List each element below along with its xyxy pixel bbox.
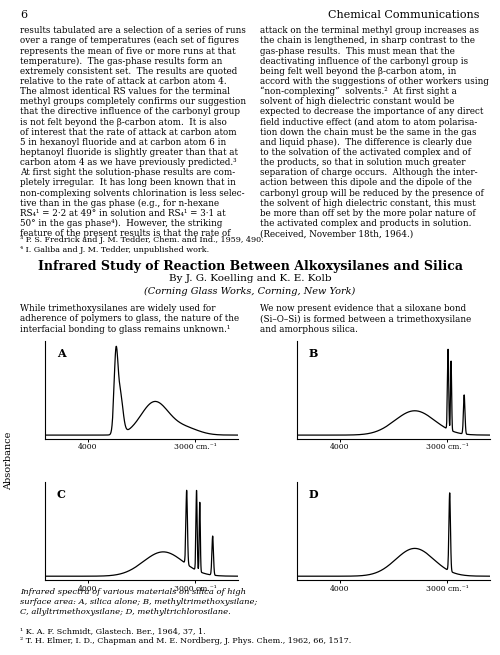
Text: relative to the rate of attack at carbon atom 4.: relative to the rate of attack at carbon… — [20, 77, 227, 86]
Text: carbonyl group will be reduced by the presence of: carbonyl group will be reduced by the pr… — [260, 189, 484, 198]
Text: Chemical Communications: Chemical Communications — [328, 10, 480, 20]
Text: non-complexing solvents chlorination is less selec-: non-complexing solvents chlorination is … — [20, 189, 244, 198]
Text: that the directive influence of the carbonyl group: that the directive influence of the carb… — [20, 107, 240, 117]
Text: temperature).  The gas-phase results form an: temperature). The gas-phase results form… — [20, 57, 222, 66]
Text: Absorbance: Absorbance — [4, 431, 13, 490]
Text: ³ P. S. Fredrick and J. M. Tedder, Chem. and Ind., 1959, 490.: ³ P. S. Fredrick and J. M. Tedder, Chem.… — [20, 236, 264, 244]
Text: action between this dipole and the dipole of the: action between this dipole and the dipol… — [260, 178, 472, 187]
Text: over a range of temperatures (each set of figures: over a range of temperatures (each set o… — [20, 36, 239, 45]
Text: solvent of high dielectric constant would be: solvent of high dielectric constant woul… — [260, 98, 454, 106]
Text: being felt well beyond the β-carbon atom, in: being felt well beyond the β-carbon atom… — [260, 67, 456, 76]
Text: accord with the suggestions of other workers using: accord with the suggestions of other wor… — [260, 77, 489, 86]
Text: surface area: A, silica alone; B, methyltrimethoxysilane;: surface area: A, silica alone; B, methyl… — [20, 598, 258, 606]
Text: Infrared spectra of various materials on silica of high: Infrared spectra of various materials on… — [20, 588, 246, 595]
Text: of interest that the rate of attack at carbon atom: of interest that the rate of attack at c… — [20, 128, 236, 137]
Text: extremely consistent set.  The results are quoted: extremely consistent set. The results ar… — [20, 67, 238, 76]
Text: feature of the present results is that the rate of: feature of the present results is that t… — [20, 229, 231, 238]
Text: (Corning Glass Works, Corning, New York): (Corning Glass Works, Corning, New York) — [144, 288, 356, 296]
Text: 6: 6 — [20, 10, 27, 20]
Text: RS₄¹ = 2·2 at 49° in solution and RS₄¹ = 3·1 at: RS₄¹ = 2·2 at 49° in solution and RS₄¹ =… — [20, 209, 226, 218]
Text: be more than off set by the more polar nature of: be more than off set by the more polar n… — [260, 209, 476, 218]
Text: to the solvation of the activated complex and of: to the solvation of the activated comple… — [260, 148, 471, 157]
Text: field inductive effect (and atom to atom polarisa-: field inductive effect (and atom to atom… — [260, 118, 478, 126]
Text: pletely irregular.  It has long been known that in: pletely irregular. It has long been know… — [20, 178, 236, 187]
Text: separation of charge occurs.  Although the inter-: separation of charge occurs. Although th… — [260, 168, 478, 178]
Text: expected to decrease the importance of any direct: expected to decrease the importance of a… — [260, 107, 484, 117]
Text: deactivating influence of the carbonyl group is: deactivating influence of the carbonyl g… — [260, 57, 468, 66]
Text: C: C — [56, 489, 66, 500]
Text: interfacial bonding to glass remains unknown.¹: interfacial bonding to glass remains unk… — [20, 325, 231, 333]
Text: A: A — [56, 348, 65, 359]
Text: By J. G. Koelling and K. E. Kolb: By J. G. Koelling and K. E. Kolb — [168, 274, 332, 283]
Text: ¹ K. A. F. Schmidt, Glastech. Ber., 1964, 37, 1.: ¹ K. A. F. Schmidt, Glastech. Ber., 1964… — [20, 627, 206, 635]
Text: the activated complex and products in solution.: the activated complex and products in so… — [260, 219, 472, 228]
Text: While trimethoxysilanes are widely used for: While trimethoxysilanes are widely used … — [20, 305, 216, 313]
Text: Infrared Study of Reaction Between Alkoxysilanes and Silica: Infrared Study of Reaction Between Alkox… — [38, 260, 463, 272]
Text: ² T. H. Elmer, I. D., Chapman and M. E. Nordberg, J. Phys. Chem., 1962, 66, 1517: ² T. H. Elmer, I. D., Chapman and M. E. … — [20, 637, 351, 645]
Text: is not felt beyond the β-carbon atom.  It is also: is not felt beyond the β-carbon atom. It… — [20, 118, 227, 126]
Text: At first sight the solution-phase results are com-: At first sight the solution-phase result… — [20, 168, 236, 178]
Text: tion down the chain must be the same in the gas: tion down the chain must be the same in … — [260, 128, 476, 137]
Text: attack on the terminal methyl group increases as: attack on the terminal methyl group incr… — [260, 26, 479, 35]
Text: “non-complexing”  solvents.²  At first sight a: “non-complexing” solvents.² At first sig… — [260, 87, 457, 96]
Text: 5 in hexanoyl fluoride and at carbon atom 6 in: 5 in hexanoyl fluoride and at carbon ato… — [20, 138, 226, 147]
Text: represents the mean of five or more runs at that: represents the mean of five or more runs… — [20, 47, 236, 56]
Text: We now present evidence that a siloxane bond: We now present evidence that a siloxane … — [260, 305, 466, 313]
Text: tive than in the gas phase (e.g., for n-hexane: tive than in the gas phase (e.g., for n-… — [20, 199, 219, 208]
Text: (Si–O–Si) is formed between a trimethoxysilane: (Si–O–Si) is formed between a trimethoxy… — [260, 314, 471, 324]
Text: gas-phase results.  This must mean that the: gas-phase results. This must mean that t… — [260, 47, 455, 56]
Text: ⁴ I. Galiba and J. M. Tedder, unpublished work.: ⁴ I. Galiba and J. M. Tedder, unpublishe… — [20, 246, 209, 254]
Text: the solvent of high dielectric constant, this must: the solvent of high dielectric constant,… — [260, 199, 476, 208]
Text: the chain is lengthened, in sharp contrast to the: the chain is lengthened, in sharp contra… — [260, 36, 475, 45]
Text: C, allyltrimethoxysilane; D, methyltrichlorosilane.: C, allyltrimethoxysilane; D, methyltrich… — [20, 608, 231, 616]
Text: The almost identical RS values for the terminal: The almost identical RS values for the t… — [20, 87, 230, 96]
Text: 50° in the gas phase⁴).  However, the striking: 50° in the gas phase⁴). However, the str… — [20, 219, 222, 228]
Text: D: D — [308, 489, 318, 500]
Text: methyl groups completely confirms our suggestion: methyl groups completely confirms our su… — [20, 98, 246, 106]
Text: B: B — [308, 348, 318, 359]
Text: heptanoyl fluoride is slightly greater than that at: heptanoyl fluoride is slightly greater t… — [20, 148, 238, 157]
Text: results tabulated are a selection of a series of runs: results tabulated are a selection of a s… — [20, 26, 246, 35]
Text: and amorphous silica.: and amorphous silica. — [260, 325, 358, 333]
Text: carbon atom 4 as we have previously predicted.³: carbon atom 4 as we have previously pred… — [20, 159, 236, 167]
Text: (Received, November 18th, 1964.): (Received, November 18th, 1964.) — [260, 229, 413, 238]
Text: the products, so that in solution much greater: the products, so that in solution much g… — [260, 159, 466, 167]
Text: adherence of polymers to glass, the nature of the: adherence of polymers to glass, the natu… — [20, 314, 239, 324]
Text: and liquid phase).  The difference is clearly due: and liquid phase). The difference is cle… — [260, 138, 472, 147]
